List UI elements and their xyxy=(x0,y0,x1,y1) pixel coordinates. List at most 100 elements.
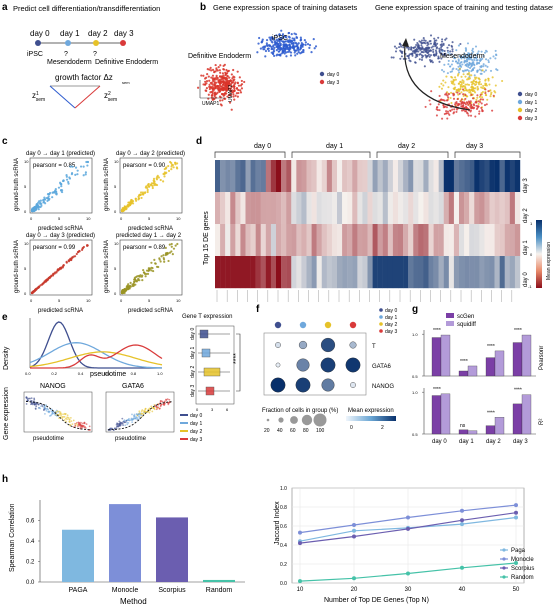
scatter-point xyxy=(138,193,141,196)
umap-point-day3 xyxy=(227,69,231,72)
heatmap-cell xyxy=(453,256,460,289)
umap-point-day3 xyxy=(443,99,446,102)
gata6-xlabel: pseudotime xyxy=(115,436,147,442)
umap-point-day0 xyxy=(279,39,283,42)
scatter-day0-day1: day 0 → day 1 (predicted) pearsonr = 0.85… xyxy=(14,151,95,232)
umap-point-day0 xyxy=(280,52,283,55)
heatmap-cell xyxy=(270,160,277,193)
umap-point-day0 xyxy=(414,56,417,59)
heatmap-cell xyxy=(220,160,226,193)
heatmap-cell xyxy=(367,160,373,193)
umap-point-day1 xyxy=(451,60,454,63)
heatmap-cell xyxy=(240,224,246,257)
heatmap-cell xyxy=(489,224,495,257)
umap-point-day3 xyxy=(233,87,236,90)
g-xtick: day 1 xyxy=(459,439,474,445)
umap-point-day0 xyxy=(392,56,395,59)
scatter-point xyxy=(143,191,146,195)
scatter-point xyxy=(86,244,89,247)
gene-scatter-point xyxy=(40,405,42,408)
umap-point-day3 xyxy=(215,74,218,77)
umap-point-day1 xyxy=(464,55,467,58)
umap-point-day3 xyxy=(211,87,214,90)
umap-point-day2 xyxy=(454,76,457,79)
scatter-point xyxy=(68,177,72,180)
heatmap-cell xyxy=(326,224,333,257)
umap-point-day3 xyxy=(475,101,478,104)
umap-point-day0 xyxy=(280,37,283,41)
gene-scatter-point xyxy=(77,425,79,428)
h-line-point-paga xyxy=(460,522,464,527)
umap-point-day1 xyxy=(473,56,476,60)
heatmap-cell xyxy=(362,256,368,289)
h-line-ytick: 0.0 xyxy=(280,581,287,587)
umap-point-day3 xyxy=(218,95,222,98)
dotplot-dot xyxy=(298,340,308,350)
heatmap-cell xyxy=(464,224,470,257)
heatmap-cell xyxy=(357,192,363,225)
umap-point-day0 xyxy=(291,37,294,40)
heatmap-cell xyxy=(392,192,399,225)
legend-r-day1-label: day 1 xyxy=(525,100,537,106)
umap-point-day2 xyxy=(476,96,479,99)
scatter-xtick: 0 xyxy=(30,216,33,221)
scatter-title: day 0 → day 2 (predicted) xyxy=(116,151,185,157)
panel-b-left-title: Gene expression space of training datase… xyxy=(213,3,358,12)
panel-g-label: g xyxy=(412,304,418,315)
umap-point-day3 xyxy=(230,91,234,94)
heatmap-cell xyxy=(484,224,490,257)
umap-point-day1 xyxy=(449,65,452,68)
gene-scatter-point xyxy=(44,408,47,410)
umap-point-day0 xyxy=(451,48,454,51)
scatter-point xyxy=(47,193,51,196)
heatmap-cell xyxy=(403,160,409,193)
g-bar-squidiff xyxy=(494,417,505,435)
g-significance: **** xyxy=(514,388,522,394)
umap-point-day2 xyxy=(462,73,465,76)
umap-point-day1 xyxy=(495,68,498,71)
heatmap-cell xyxy=(418,224,424,257)
umap1-label: UMAP1 xyxy=(202,101,219,107)
umap-point-day0 xyxy=(292,41,295,45)
scatter-ytick: 10 xyxy=(24,241,29,246)
umap-point-day3 xyxy=(476,94,479,97)
gene-scatter-point xyxy=(124,424,127,427)
umap-point-day2 xyxy=(477,81,480,84)
umap-point-day0 xyxy=(428,55,431,58)
scatter-point xyxy=(54,192,58,195)
umap-point-day1 xyxy=(476,52,479,55)
f-legend-day0: day 0 xyxy=(385,308,397,314)
g-bottom-ylabel: R² xyxy=(539,419,545,425)
umap-point-day0 xyxy=(286,46,289,49)
heatmap-cell xyxy=(372,256,378,289)
umap-point-day0 xyxy=(459,42,462,46)
heatmap-cell xyxy=(255,224,261,257)
heatmap-cell xyxy=(301,192,307,225)
umap-point-day2 xyxy=(472,82,475,85)
mean-expression-colorbar xyxy=(346,416,396,421)
umap-point-day3 xyxy=(229,94,233,97)
umap-point-day3 xyxy=(467,114,470,117)
umap-point-day3 xyxy=(236,95,239,98)
umap-point-day2 xyxy=(471,86,474,89)
g-bar-squidiff xyxy=(467,365,478,377)
umap-point-day0 xyxy=(418,53,421,56)
umap-point-day3 xyxy=(491,109,494,112)
scatter-ylabel: ground-truth scRNA xyxy=(14,158,20,211)
umap-point-day1 xyxy=(443,63,446,66)
umap-point-day0 xyxy=(399,43,402,46)
umap-point-day0 xyxy=(270,36,273,39)
z2-label: z2 sem xyxy=(104,91,117,103)
umap-point-day1 xyxy=(485,58,488,61)
scatter-day1-day2: predicted day 1 → day 2 pearsonr = 0.89 pr… xyxy=(104,233,183,314)
heatmap-cell xyxy=(428,192,434,225)
heatmap-cell xyxy=(321,224,328,257)
umap-point-day3 xyxy=(479,93,482,96)
scatter-point xyxy=(34,207,37,211)
gene-scatter-point xyxy=(156,407,159,410)
density-plot: 0.0 0.2 0.4 0.6 0.8 1.0 xyxy=(25,318,163,376)
umap-point-day3 xyxy=(229,89,232,93)
colorbar-tick-neg1: -1 xyxy=(528,284,532,289)
heatmap-cell xyxy=(504,192,511,225)
umap-point-day3 xyxy=(235,86,239,90)
